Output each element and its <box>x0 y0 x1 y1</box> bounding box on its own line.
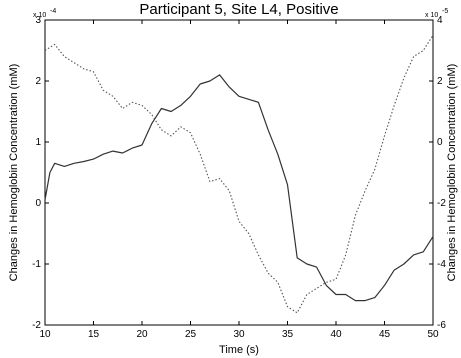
x-tick-label: 50 <box>427 329 439 340</box>
y-axis-label-left: Changes in Hemoglobin Concentration (mM) <box>8 64 20 282</box>
series-line-solid <box>44 74 434 302</box>
y-tick-label-left: 2 <box>35 76 41 87</box>
y-tick-label-right: -4 <box>437 259 446 270</box>
y-tick-label-right: -6 <box>437 320 446 331</box>
left-exponent-base: x 10 <box>33 12 46 19</box>
x-axis-label: Time (s) <box>219 344 259 356</box>
series-line-dotted <box>44 35 434 314</box>
x-tick-label: 30 <box>233 329 245 340</box>
x-tick-label: 20 <box>136 329 148 340</box>
x-tick-label: 10 <box>39 329 51 340</box>
series-layer <box>44 35 434 314</box>
y-tick-label-right: -2 <box>437 198 446 209</box>
right-axis-exponent: x 10 -5 <box>425 8 448 19</box>
axis-ticks: 10 15 20 25 30 35 40 45 50 -2 -1 0 1 2 3 -6 -4 -2 0 2 4 <box>32 15 446 340</box>
y-axis-label-right: Changes in Hemoglobin Concentration (mM) <box>446 64 458 282</box>
chart-title: Participant 5, Site L4, Positive <box>139 1 338 18</box>
x-tick-label: 40 <box>330 329 342 340</box>
left-exponent-power: -4 <box>50 8 56 15</box>
right-exponent-power: -5 <box>442 8 448 15</box>
x-tick-label: 25 <box>185 329 197 340</box>
x-tick-label: 45 <box>379 329 391 340</box>
y-tick-label-right: 0 <box>437 137 443 148</box>
left-axis-exponent: x 10 -4 <box>33 8 56 19</box>
x-tick-label: 15 <box>88 329 100 340</box>
y-tick-label-left: 3 <box>35 15 41 26</box>
y-tick-label-right: 4 <box>437 15 443 26</box>
plot-frame <box>44 19 434 326</box>
y-tick-label-left: -2 <box>32 320 41 331</box>
y-tick-label-left: -1 <box>32 259 41 270</box>
y-tick-label-right: 2 <box>437 76 443 87</box>
y-tick-label-left: 0 <box>35 198 41 209</box>
right-exponent-base: x 10 <box>425 12 438 19</box>
y-tick-label-left: 1 <box>35 137 41 148</box>
x-tick-label: 35 <box>282 329 294 340</box>
